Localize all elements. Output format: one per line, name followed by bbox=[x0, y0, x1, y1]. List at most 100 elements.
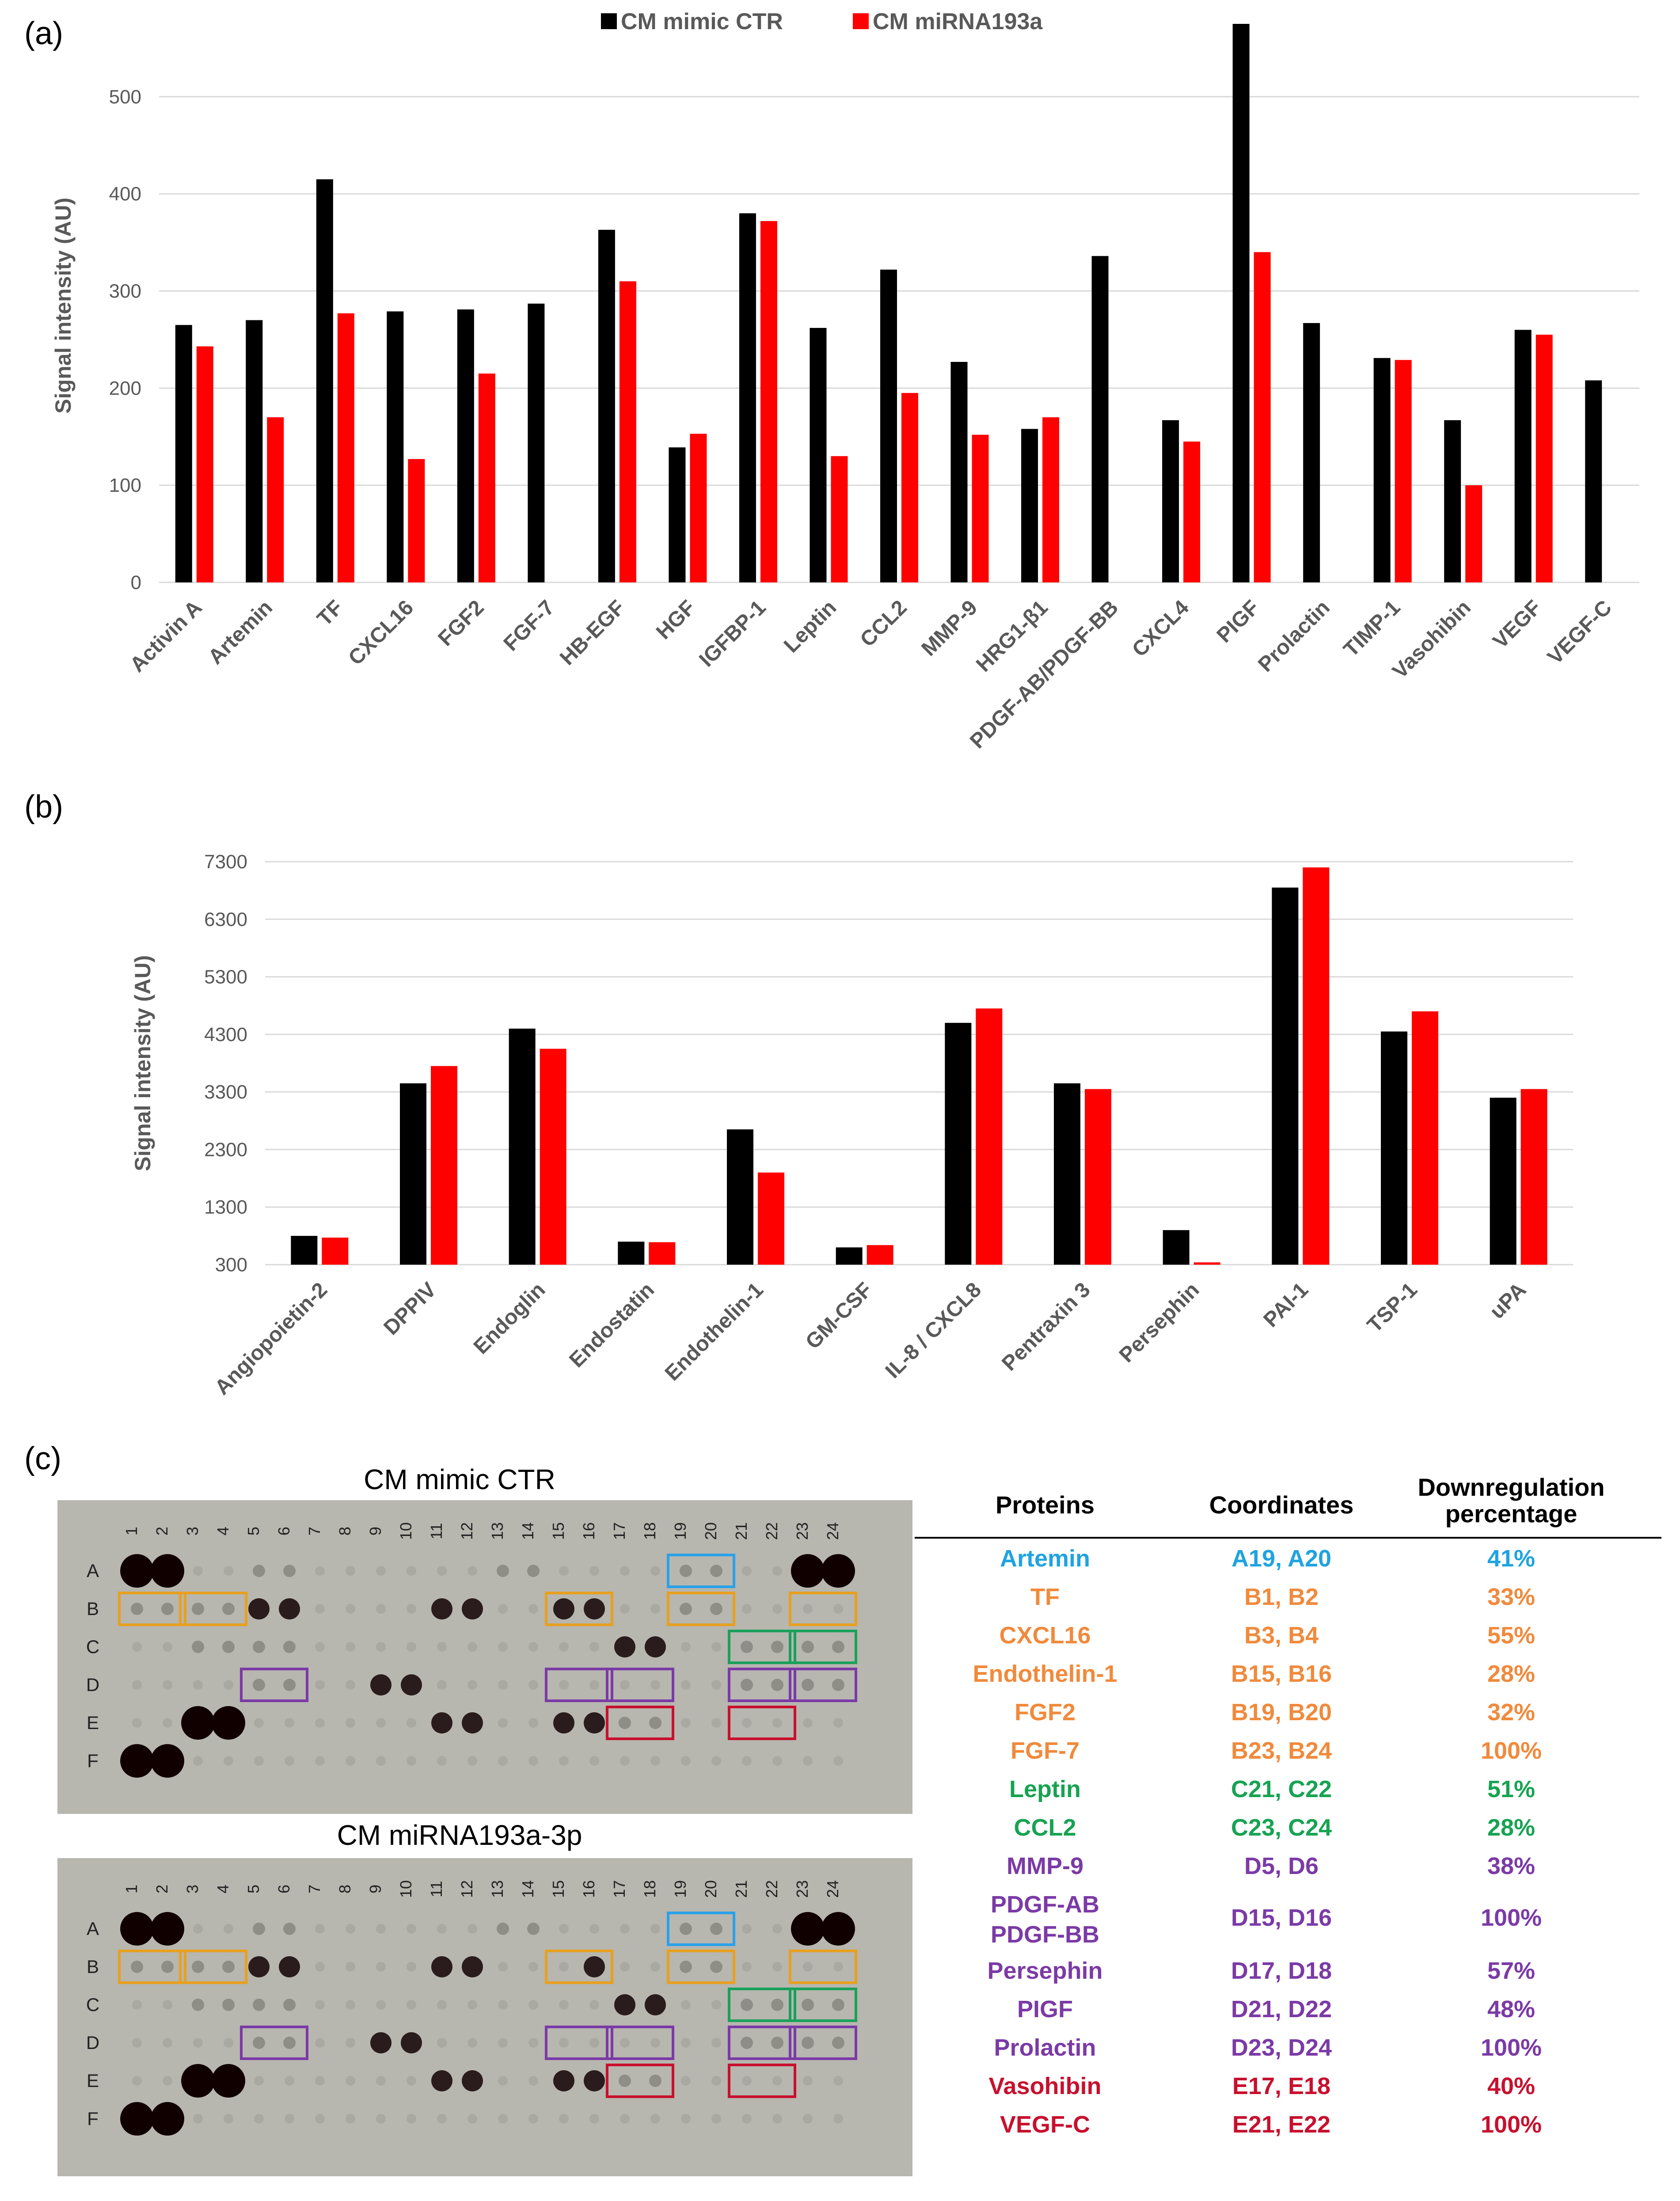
blot-column-label: 3 bbox=[183, 1527, 201, 1536]
blot-spot bbox=[163, 2000, 172, 2010]
blot-spot bbox=[193, 1756, 203, 1766]
blot-spot bbox=[253, 1923, 265, 1935]
table-cell-percentage: 41% bbox=[1487, 1545, 1535, 1572]
blot-spot bbox=[771, 1679, 783, 1691]
blot-highlight-box bbox=[728, 2064, 796, 2098]
blot-spot bbox=[497, 1565, 509, 1577]
blot-spot bbox=[193, 2038, 203, 2048]
blot-spot bbox=[279, 1956, 300, 1977]
table-cell-percentage: 100% bbox=[1481, 2034, 1542, 2061]
blot-column-label: 14 bbox=[519, 1880, 537, 1898]
blot-spot bbox=[528, 1604, 538, 1614]
blot-spot bbox=[468, 2000, 477, 2010]
blot-spot bbox=[498, 2038, 508, 2048]
blot-column-label: 13 bbox=[488, 1522, 506, 1540]
blot-spot bbox=[346, 2000, 355, 2010]
blot-spot bbox=[559, 2114, 569, 2124]
y-tick-label: 7300 bbox=[204, 851, 247, 873]
blot-row-label: B bbox=[87, 1598, 99, 1619]
blot-spot bbox=[212, 1706, 245, 1740]
blot-spot bbox=[559, 2038, 569, 2048]
blot-row-label: F bbox=[87, 2108, 99, 2129]
bar bbox=[1412, 1011, 1438, 1265]
blot-spot bbox=[742, 1566, 752, 1576]
blot-column-label: 18 bbox=[641, 1880, 659, 1898]
blot-highlight-box bbox=[545, 1950, 613, 1984]
blot-spot bbox=[401, 2032, 422, 2053]
x-tick-label: Pentraxin 3 bbox=[997, 1278, 1095, 1375]
blot-spot bbox=[832, 1641, 844, 1653]
bar bbox=[291, 1235, 318, 1265]
x-tick-label: IL-8 / CXCL8 bbox=[881, 1278, 986, 1383]
bar bbox=[540, 1049, 566, 1265]
blot-spot bbox=[254, 2114, 264, 2124]
x-tick-label: Endoglin bbox=[469, 1278, 550, 1359]
blot-spot bbox=[680, 1923, 692, 1935]
blot-column-label: 4 bbox=[214, 1885, 232, 1893]
blot-spot bbox=[791, 1912, 825, 1946]
blot-spot bbox=[833, 2076, 843, 2086]
blot-spot bbox=[315, 1680, 325, 1690]
x-tick-label: TF bbox=[313, 596, 348, 631]
blot-spot bbox=[120, 1554, 154, 1588]
blot-spot bbox=[821, 1912, 855, 1946]
blot-spot bbox=[431, 1598, 452, 1619]
blot-spot bbox=[431, 1712, 452, 1733]
bar bbox=[1303, 323, 1320, 582]
blot-highlight-box bbox=[728, 1706, 796, 1740]
y-tick-label: 5300 bbox=[204, 966, 247, 988]
legend-swatch-mirna bbox=[853, 13, 869, 29]
bar bbox=[1272, 887, 1299, 1265]
blot-spot bbox=[498, 2076, 508, 2086]
blot-row-label: C bbox=[86, 1636, 99, 1657]
table-cell-coordinates: D5, D6 bbox=[1244, 1853, 1319, 1879]
bar bbox=[1373, 358, 1391, 582]
table-cell-protein: Prolactin bbox=[994, 2034, 1096, 2061]
blot-spot bbox=[650, 1604, 660, 1614]
blot-spot bbox=[498, 1642, 508, 1652]
blot-spot bbox=[650, 2114, 660, 2124]
y-tick-label: 0 bbox=[131, 572, 141, 593]
x-tick-label: Activin A bbox=[125, 596, 206, 677]
bar bbox=[267, 417, 284, 582]
bar bbox=[196, 346, 213, 582]
blot-column-label: 9 bbox=[366, 1527, 384, 1536]
blot-spot bbox=[803, 1756, 813, 1766]
blot-highlight-box bbox=[789, 2026, 857, 2060]
table-cell-coordinates: E17, E18 bbox=[1232, 2073, 1330, 2099]
blot-column-label: 24 bbox=[824, 1522, 842, 1540]
x-tick-label: FGF-7 bbox=[499, 596, 559, 656]
blot-spot bbox=[151, 2102, 184, 2136]
blot-spot bbox=[248, 1598, 270, 1619]
table-cell-coordinates: A19, A20 bbox=[1231, 1545, 1331, 1572]
blot-spot bbox=[437, 1680, 447, 1690]
blot-spot bbox=[584, 1712, 605, 1733]
blot-spot bbox=[833, 1718, 843, 1728]
blot-spot bbox=[553, 1712, 574, 1733]
blot-spot bbox=[791, 1554, 825, 1588]
x-tick-label: GM-CSF bbox=[801, 1278, 877, 1353]
bar bbox=[387, 311, 404, 582]
blot-column-label: 7 bbox=[305, 1885, 323, 1893]
bar bbox=[976, 1008, 1003, 1265]
blot-highlight-box bbox=[545, 2026, 613, 2060]
y-tick-label: 2300 bbox=[204, 1139, 247, 1160]
blot-spot bbox=[285, 1718, 294, 1728]
blot-spot bbox=[315, 1962, 325, 1972]
blot-spot bbox=[584, 2070, 605, 2091]
blot-spot bbox=[710, 1565, 722, 1577]
table-cell-coordinates: C21, C22 bbox=[1231, 1776, 1332, 1802]
blot-spot bbox=[376, 1924, 386, 1934]
blot-column-label: 14 bbox=[519, 1522, 537, 1540]
blot-spot bbox=[163, 2038, 172, 2048]
blot-spot bbox=[772, 1962, 782, 1972]
legend: CM mimic CTR CM miRNA193a bbox=[601, 9, 1043, 34]
blot-column-label: 3 bbox=[183, 1885, 201, 1893]
blot-spot bbox=[163, 1642, 172, 1652]
bar bbox=[618, 1241, 645, 1265]
blot-spot bbox=[802, 1641, 814, 1653]
blot-column-label: 2 bbox=[153, 1527, 171, 1536]
bar bbox=[1395, 360, 1412, 582]
bar bbox=[1193, 1262, 1220, 1265]
blot-spot bbox=[681, 1756, 691, 1766]
